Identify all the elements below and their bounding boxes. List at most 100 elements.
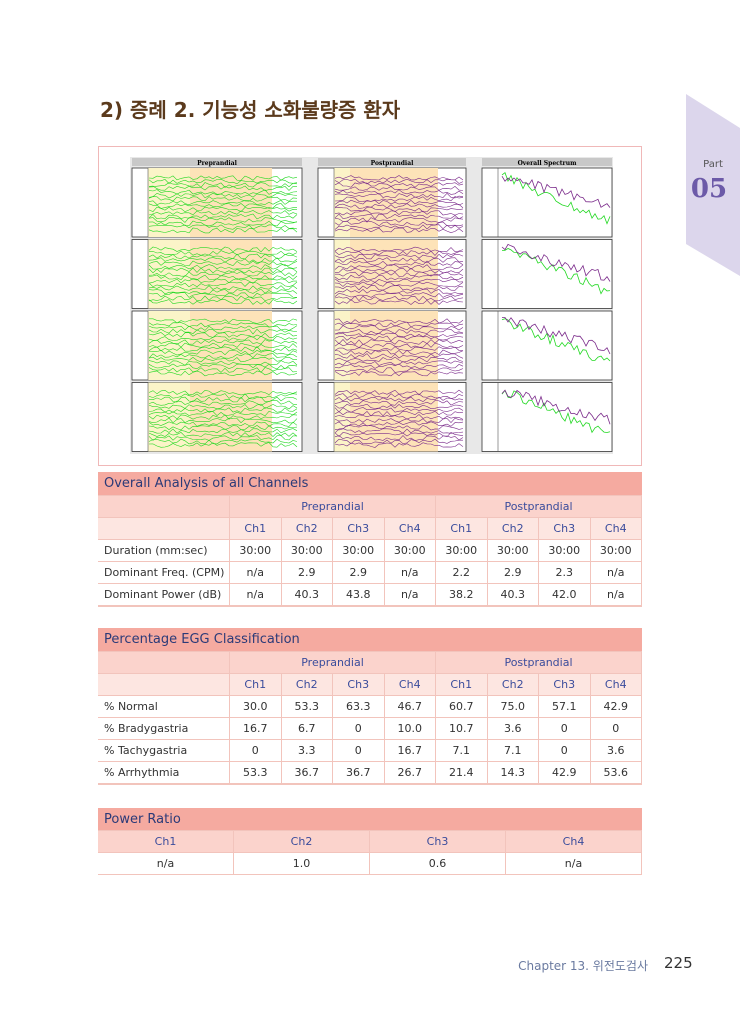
waveform	[334, 257, 464, 263]
waveform	[148, 349, 298, 356]
table-cell: 53.3	[230, 762, 282, 784]
waveform	[334, 400, 464, 406]
waveform	[148, 332, 298, 338]
waveform	[334, 299, 464, 305]
waveform	[334, 178, 464, 185]
table-cell: 30.0	[230, 696, 282, 718]
waveform	[148, 288, 298, 295]
table-cell: 6.7	[281, 718, 333, 740]
waveform	[334, 335, 464, 342]
table-cell: 30:00	[436, 540, 488, 562]
waveform	[148, 389, 298, 396]
waveform	[148, 274, 298, 281]
table-cell: 7.1	[487, 740, 539, 762]
waveform	[334, 246, 464, 253]
table-cell: 7.1	[436, 740, 488, 762]
waveform	[334, 356, 464, 363]
waveform	[148, 393, 298, 399]
waveform	[334, 403, 464, 410]
column-header: Ch2	[487, 518, 539, 540]
column-header: Ch2	[234, 831, 370, 853]
waveform	[334, 206, 464, 213]
table-cell: 43.8	[333, 584, 385, 606]
panel	[481, 239, 613, 309]
waveform	[334, 346, 464, 352]
table-cell: 30:00	[384, 540, 436, 562]
spectrum	[501, 243, 611, 282]
waveform	[148, 203, 298, 209]
waveform	[334, 428, 464, 434]
waveform	[148, 410, 298, 417]
waveform	[148, 196, 298, 202]
column-header: Ch1	[230, 518, 282, 540]
table-cell: 30:00	[230, 540, 282, 562]
table-cell: 60.7	[436, 696, 488, 718]
part-number: 05	[690, 174, 728, 204]
waveform	[148, 281, 298, 288]
waveform	[334, 318, 464, 324]
waveform	[148, 424, 298, 431]
column-header: Ch3	[370, 831, 506, 853]
waveform	[334, 264, 464, 270]
row-label: Dominant Power (dB)	[98, 584, 230, 606]
waveform	[148, 396, 298, 403]
waveform	[334, 295, 464, 302]
waveform	[334, 407, 464, 413]
panel	[481, 310, 613, 381]
table-cell: n/a	[506, 853, 642, 875]
table-cell: 63.3	[333, 696, 385, 718]
column-header: Ch1	[436, 518, 488, 540]
waveform	[334, 321, 464, 328]
waveform	[334, 224, 464, 230]
waveform	[334, 199, 464, 206]
waveform	[148, 257, 298, 263]
waveform	[334, 213, 464, 220]
waveform	[334, 421, 464, 427]
column-header: Ch2	[487, 674, 539, 696]
panel-header	[482, 158, 612, 166]
table-cell	[98, 674, 230, 696]
waveform	[148, 185, 298, 192]
table-cell: 40.3	[487, 584, 539, 606]
panel-title: Postprandial	[371, 160, 414, 167]
table-cell: 10.7	[436, 718, 488, 740]
waveform	[334, 288, 464, 295]
column-header: Ch3	[333, 674, 385, 696]
waveform	[148, 400, 298, 406]
waveform	[148, 189, 298, 195]
footer-chapter: Chapter 13. 위전도검사	[518, 959, 648, 973]
column-header: Ch4	[506, 831, 642, 853]
table-cell: 3.6	[487, 718, 539, 740]
table-cell: 2.2	[436, 562, 488, 584]
waveform	[148, 299, 298, 305]
column-header: Ch1	[436, 674, 488, 696]
table-cell: 0	[539, 718, 591, 740]
waveform	[148, 442, 298, 448]
waveform	[148, 250, 298, 256]
waveform	[148, 253, 298, 260]
waveform	[148, 353, 298, 359]
waveform	[334, 393, 464, 399]
row-label: Duration (mm:sec)	[98, 540, 230, 562]
table-cell: 0	[590, 718, 642, 740]
waveform	[334, 360, 464, 366]
waveform	[148, 278, 297, 284]
table-cell: 10.0	[384, 718, 436, 740]
panel	[481, 167, 613, 238]
page-number: 225	[664, 954, 693, 972]
waveform	[334, 250, 464, 256]
table-cell: 2.9	[487, 562, 539, 584]
waveform	[334, 220, 464, 227]
part-tab	[686, 94, 740, 276]
tab-shape	[686, 94, 740, 276]
waveform	[334, 442, 464, 448]
waveform	[334, 396, 464, 403]
group-header: Postprandial	[436, 496, 642, 518]
waveform	[148, 428, 298, 434]
waveform	[148, 414, 298, 420]
waveform	[334, 196, 464, 202]
group-header: Preprandial	[230, 652, 436, 674]
table-cell: 53.6	[590, 762, 642, 784]
table-cell: 30:00	[590, 540, 642, 562]
